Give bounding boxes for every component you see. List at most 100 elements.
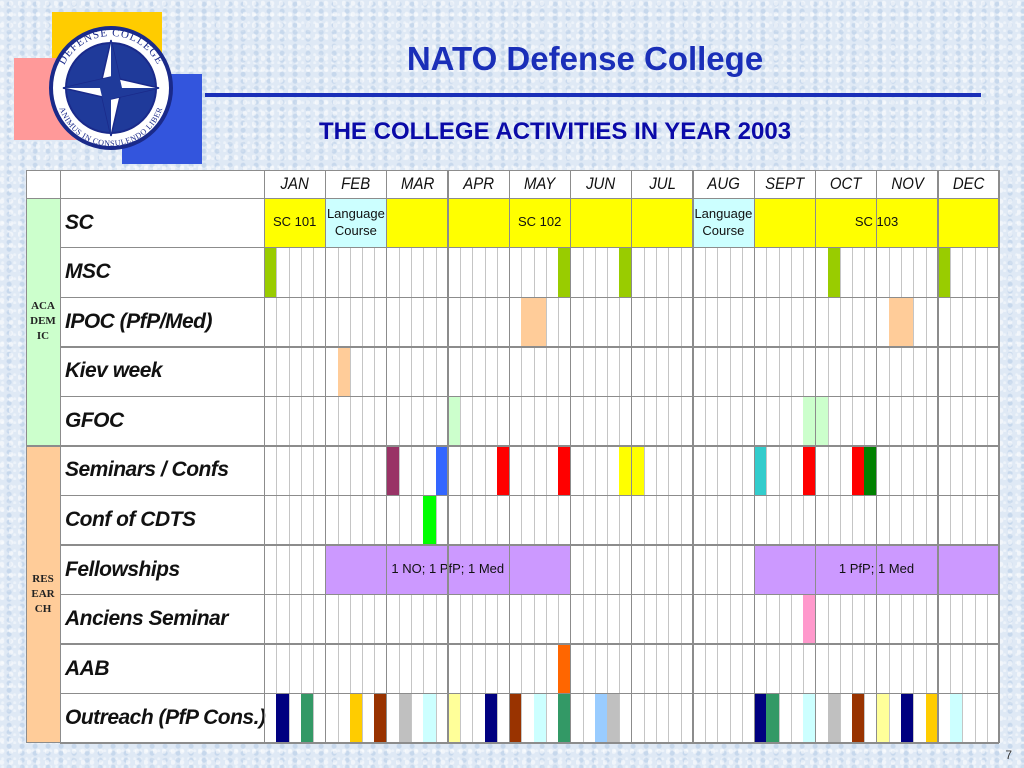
activity-bar: [558, 643, 571, 694]
activity-bar: [521, 297, 546, 347]
grid-line: [60, 346, 999, 348]
grid-line: [60, 395, 999, 398]
page-number: 7: [1005, 748, 1012, 762]
activity-bar: [447, 693, 460, 743]
grid-line: [374, 198, 376, 743]
activity-bar: [594, 693, 607, 743]
activity-label: IPOC (PfP/Med): [65, 309, 213, 333]
activity-bar: [337, 346, 350, 397]
grid-line: [60, 296, 999, 298]
grid-line: [607, 198, 608, 743]
grid-line: [472, 198, 474, 743]
grid-line: [962, 198, 964, 743]
compass-star-icon: [62, 39, 160, 137]
grid-line: [778, 198, 780, 743]
grid-line: [324, 170, 327, 743]
month-header: NOV: [890, 174, 924, 193]
grid-line: [594, 198, 596, 743]
grid-line: [705, 198, 706, 743]
activity-bar: [423, 693, 436, 743]
grid-line: [263, 170, 265, 743]
activity-bar: [533, 693, 546, 743]
activity-bar: [901, 693, 914, 743]
activity-label: Outreach (PfP Cons.): [65, 706, 266, 730]
activity-bar: [754, 693, 767, 743]
activity-bar: [766, 693, 779, 743]
activity-bar: [852, 445, 865, 496]
grid-line: [692, 170, 694, 743]
activity-bar: [754, 445, 767, 496]
activity-bar: [950, 693, 963, 743]
grid-line: [60, 247, 999, 249]
grid-line: [950, 198, 951, 743]
grid-line: [986, 198, 988, 743]
group-label: RESEARCH: [26, 445, 60, 743]
grid-line: [913, 198, 915, 743]
month-header: MAY: [523, 174, 556, 193]
activity-bar: SC 102: [386, 198, 693, 248]
activity-bar: [607, 693, 620, 743]
grid-line: [753, 170, 755, 743]
grid-line: [59, 170, 61, 743]
activity-label: Fellowships: [65, 557, 180, 581]
activity-bar: [484, 693, 497, 743]
grid-line: [839, 198, 841, 743]
activity-bar: [827, 693, 840, 743]
grid-line: [26, 445, 60, 447]
month-header: AUG: [707, 174, 740, 193]
activity-bar: [803, 693, 816, 743]
month-header: JAN: [280, 174, 309, 193]
activity-label: GFOC: [65, 408, 124, 432]
grid-line: [631, 170, 633, 743]
grid-line: [925, 198, 927, 743]
grid-line: [60, 692, 999, 695]
grid-line: [288, 198, 290, 743]
activity-bar: [619, 247, 632, 298]
grid-line: [25, 170, 27, 743]
month-header: FEB: [341, 174, 371, 193]
grid-line: [717, 198, 719, 743]
grid-line: [569, 170, 572, 743]
activity-bar: [423, 495, 436, 545]
grid-line: [790, 198, 792, 743]
activity-bar: [349, 693, 362, 743]
activities-schedule-table: ACADEMIC RESEARCH SC MSC IPOC (PfP/Med) Kiev …: [25, 170, 1000, 744]
grid-line: [26, 741, 999, 743]
page-subtitle: THE COLLEGE ACTIVITIES IN YEAR 2003: [318, 118, 792, 145]
grid-line: [411, 198, 412, 743]
activity-bar: [925, 693, 938, 743]
activity-bar: [852, 693, 865, 743]
grid-line: [386, 170, 388, 743]
activity-bar: [558, 445, 571, 496]
activity-label: Anciens Seminar: [65, 607, 228, 631]
grid-line: [60, 494, 999, 497]
grid-line: [901, 198, 902, 743]
title-divider: [205, 93, 981, 97]
grid-line: [26, 170, 999, 172]
grid-line: [582, 198, 584, 743]
grid-line: [741, 198, 743, 743]
grid-line: [937, 170, 939, 743]
nato-logo: DEFENSE COLLEGE ANIMUS IN CONSULENDO LIB…: [14, 12, 202, 164]
activity-bar: [386, 445, 399, 496]
grid-line: [729, 198, 731, 743]
grid-line: [300, 198, 302, 743]
grid-line: [484, 198, 486, 743]
activity-bar: [374, 693, 387, 743]
activity-bar: [864, 445, 877, 496]
month-header: JUN: [586, 174, 616, 193]
activity-bar: [447, 396, 460, 446]
grid-line: [337, 198, 339, 743]
month-header: OCT: [830, 174, 862, 193]
grid-line: [60, 593, 999, 596]
activity-bar: [803, 445, 816, 496]
activity-label: MSC: [65, 260, 111, 284]
activity-bar: [300, 693, 313, 743]
grid-line: [26, 197, 999, 199]
month-header: MAR: [400, 174, 434, 193]
grid-line: [313, 198, 314, 743]
grid-line: [349, 198, 351, 743]
grid-line: [521, 198, 523, 743]
activity-bar: Language Course: [692, 198, 754, 248]
activity-bar: SC 101: [264, 198, 326, 248]
